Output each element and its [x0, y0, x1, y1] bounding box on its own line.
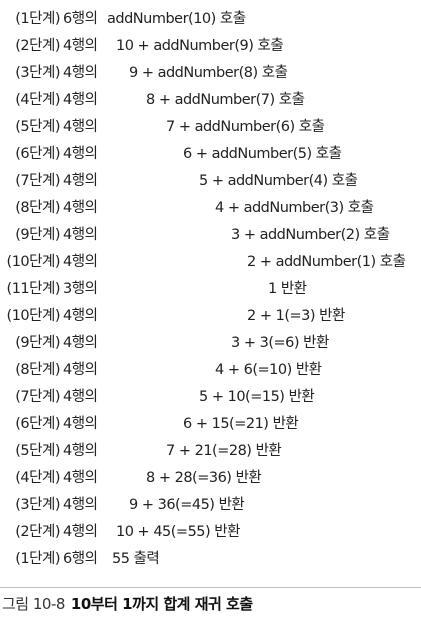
- expression: 3 + addNumber(2) 호출: [231, 227, 390, 243]
- line-label: 4행의: [63, 308, 98, 324]
- step-label: (3단계): [15, 65, 60, 81]
- expression: addNumber(10) 호출: [107, 11, 246, 27]
- line-label: 4행의: [63, 38, 98, 54]
- line-label: 4행의: [63, 65, 98, 81]
- figure-number: 그림 10-8: [2, 595, 65, 613]
- expression: 6 + addNumber(5) 호출: [183, 146, 342, 162]
- step-label: (2단계): [15, 38, 60, 54]
- line-label: 4행의: [63, 119, 98, 135]
- line-label: 3행의: [63, 281, 98, 297]
- step-label: (3단계): [15, 497, 60, 513]
- figure-caption: 그림 10-8 10부터 1까지 합계 재귀 호출: [2, 592, 253, 616]
- line-label: 4행의: [63, 497, 98, 513]
- step-label: (9단계): [15, 335, 60, 351]
- expression: 8 + addNumber(7) 호출: [146, 92, 305, 108]
- expression: 5 + addNumber(4) 호출: [199, 173, 358, 189]
- step-label: (6단계): [15, 146, 60, 162]
- line-label: 4행의: [63, 200, 98, 216]
- step-label: (5단계): [15, 119, 60, 135]
- expression: 5 + 10(=15) 반환: [199, 389, 315, 405]
- expression: 10 + 45(=55) 반환: [116, 524, 240, 540]
- expression: 4 + addNumber(3) 호출: [215, 200, 374, 216]
- step-label: (5단계): [15, 443, 60, 459]
- expression: 9 + 36(=45) 반환: [129, 497, 245, 513]
- expression: 1 반환: [268, 281, 307, 297]
- step-label: (4단계): [15, 92, 60, 108]
- step-label: (8단계): [15, 362, 60, 378]
- expression: 55 출력: [112, 551, 160, 567]
- line-label: 6행의: [63, 551, 98, 567]
- line-label: 4행의: [63, 335, 98, 351]
- step-label: (4단계): [15, 470, 60, 486]
- step-label: (10단계): [6, 254, 61, 270]
- step-label: (8단계): [15, 200, 60, 216]
- expression: 4 + 6(=10) 반환: [215, 362, 322, 378]
- step-label: (10단계): [6, 308, 61, 324]
- line-label: 4행의: [63, 416, 98, 432]
- line-label: 4행의: [63, 470, 98, 486]
- line-label: 4행의: [63, 254, 98, 270]
- caption-divider: [0, 587, 421, 588]
- line-label: 4행의: [63, 92, 98, 108]
- expression: 6 + 15(=21) 반환: [183, 416, 299, 432]
- step-label: (1단계): [15, 551, 60, 567]
- line-label: 4행의: [63, 146, 98, 162]
- expression: 7 + addNumber(6) 호출: [166, 119, 325, 135]
- line-label: 4행의: [63, 362, 98, 378]
- line-label: 4행의: [63, 443, 98, 459]
- step-label: (2단계): [15, 524, 60, 540]
- line-label: 4행의: [63, 389, 98, 405]
- step-label: (11단계): [6, 281, 61, 297]
- step-label: (6단계): [15, 416, 60, 432]
- expression: 3 + 3(=6) 반환: [231, 335, 329, 351]
- expression: 2 + 1(=3) 반환: [247, 308, 345, 324]
- expression: 7 + 21(=28) 반환: [166, 443, 282, 459]
- step-label: (7단계): [15, 173, 60, 189]
- expression: 10 + addNumber(9) 호출: [116, 38, 284, 54]
- figure-title: 10부터 1까지 합계 재귀 호출: [70, 595, 253, 613]
- step-label: (7단계): [15, 389, 60, 405]
- line-label: 4행의: [63, 227, 98, 243]
- step-label: (9단계): [15, 227, 60, 243]
- line-label: 4행의: [63, 524, 98, 540]
- line-label: 4행의: [63, 173, 98, 189]
- line-label: 6행의: [63, 11, 98, 27]
- step-label: (1단계): [15, 11, 60, 27]
- expression: 2 + addNumber(1) 호출: [247, 254, 406, 270]
- expression: 9 + addNumber(8) 호출: [129, 65, 288, 81]
- expression: 8 + 28(=36) 반환: [146, 470, 262, 486]
